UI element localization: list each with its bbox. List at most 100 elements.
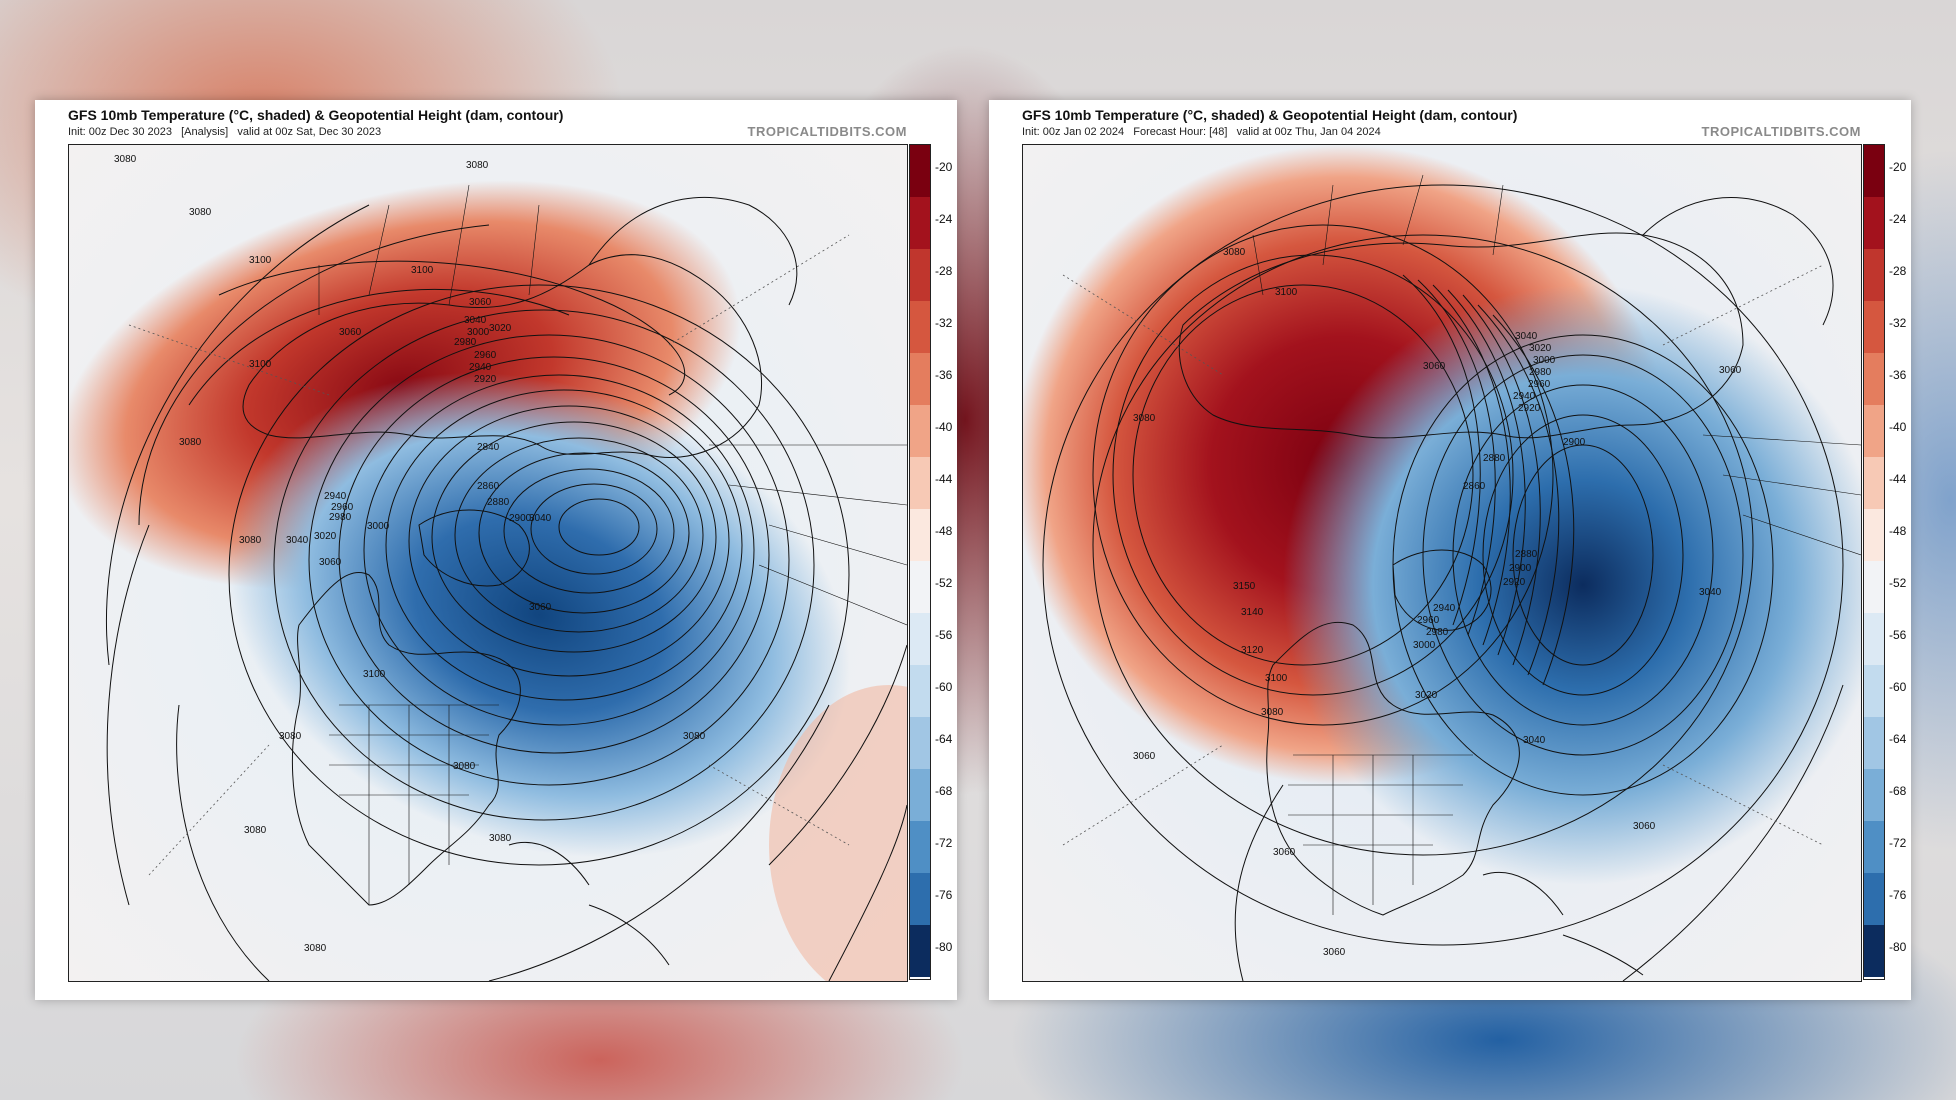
contour-label: 3000 — [1413, 640, 1436, 651]
contour-label: 2900 — [509, 513, 532, 524]
colorbar-tick: -20 — [935, 160, 953, 174]
temperature-height-map: 3080 3080 3080 3100 3100 3100 3060 3060 … — [68, 144, 908, 982]
warm-patch-east — [769, 685, 907, 981]
map-svg: 3080 3100 3080 3060 3040 3020 3000 2980 … — [1023, 145, 1861, 981]
contour-label: 2960 — [474, 350, 497, 361]
contour-label: 3080 — [1223, 247, 1246, 258]
north-america-coast — [291, 571, 521, 906]
contour-label: 3040 — [529, 513, 552, 524]
contour-label: 2940 — [1513, 391, 1536, 402]
contour-label: 3080 — [304, 943, 327, 954]
contour-label: 2880 — [1515, 549, 1538, 560]
contour-label: 3080 — [466, 160, 489, 171]
colorbar-tick: -48 — [1889, 524, 1907, 538]
temperature-colorbar — [909, 144, 931, 980]
map-svg: 3080 3080 3080 3100 3100 3100 3060 3060 … — [69, 145, 907, 981]
contour-label: 3080 — [244, 825, 267, 836]
contour-label: 3100 — [249, 359, 272, 370]
source-credit: TROPICALTIDBITS.COM — [1701, 124, 1861, 139]
panel-subtitle: Init: 00z Jan 02 2024 Forecast Hour: [48… — [1022, 126, 1381, 138]
geopotential-contours — [1042, 184, 1844, 981]
colorbar-tick: -68 — [1889, 784, 1907, 798]
us-state-lines — [1288, 754, 1473, 915]
colorbar-tick: -80 — [935, 940, 953, 954]
colorbar-tick: -36 — [935, 368, 953, 382]
contour-labels: 3080 3080 3080 3100 3100 3100 3060 3060 … — [114, 154, 706, 954]
europe-coast — [1642, 197, 1834, 326]
contour-label: 3080 — [114, 154, 137, 165]
colorbar-tick: -76 — [1889, 888, 1907, 902]
colorbar-tick: -24 — [935, 212, 953, 226]
contour-label: 3100 — [1265, 673, 1288, 684]
contour-label: 3100 — [249, 255, 272, 266]
contour-label: 2880 — [1483, 453, 1506, 464]
contour-label: 2960 — [331, 502, 354, 513]
contour-label: 3040 — [1515, 331, 1538, 342]
contour-label: 3020 — [489, 323, 512, 334]
contour-label: 2980 — [329, 512, 352, 523]
colorbar-tick: -60 — [935, 680, 953, 694]
contour-label: 3060 — [319, 557, 342, 568]
europe-coast — [588, 197, 798, 306]
colorbar-tick: -44 — [935, 472, 953, 486]
colorbar-tick: -32 — [935, 316, 953, 330]
contour-label: 3060 — [1719, 365, 1742, 376]
latitude-lines — [1062, 264, 1824, 846]
caribbean — [1482, 871, 1644, 976]
colorbar-tick: -60 — [1889, 680, 1907, 694]
contour-label: 3040 — [1699, 587, 1722, 598]
africa-borders — [709, 444, 907, 626]
colorbar-tick: -44 — [1889, 472, 1907, 486]
caribbean — [508, 841, 670, 966]
contour-label: 3150 — [1233, 581, 1256, 592]
contour-label: 3020 — [1415, 690, 1438, 701]
contour-label: 3060 — [469, 297, 492, 308]
colorbar-tick: -52 — [935, 576, 953, 590]
coastlines — [1178, 174, 1861, 976]
colorbar-tick: -52 — [1889, 576, 1907, 590]
contour-label: 3080 — [489, 833, 512, 844]
colorbar-tick: -20 — [1889, 160, 1907, 174]
contour-label: 2940 — [469, 362, 492, 373]
contour-label: 2940 — [324, 491, 347, 502]
colorbar-tick: -64 — [1889, 732, 1907, 746]
source-credit: TROPICALTIDBITS.COM — [747, 124, 907, 139]
contour-label: 2860 — [1463, 481, 1486, 492]
contour-label: 3080 — [1261, 707, 1284, 718]
africa-borders — [1702, 434, 1861, 556]
greenland-region — [1392, 549, 1492, 631]
greenland-region — [418, 509, 530, 587]
temperature-height-map: 3080 3100 3080 3060 3040 3020 3000 2980 … — [1022, 144, 1862, 982]
contour-label: 3000 — [1533, 355, 1556, 366]
contour-label: 3040 — [286, 535, 309, 546]
contour-label: 3080 — [683, 731, 706, 742]
forecast-panel-analysis: GFS 10mb Temperature (°C, shaded) & Geop… — [35, 100, 957, 1000]
us-state-lines — [329, 704, 499, 905]
asia-borders — [1252, 174, 1504, 296]
contour-label: 2920 — [1518, 403, 1541, 414]
contour-label: 3060 — [1133, 751, 1156, 762]
contour-label: 2940 — [1433, 603, 1456, 614]
contour-label: 3080 — [179, 437, 202, 448]
contour-label: 3040 — [1523, 735, 1546, 746]
panel-title: GFS 10mb Temperature (°C, shaded) & Geop… — [1022, 107, 1518, 123]
contour-label: 3040 — [464, 315, 487, 326]
colorbar-tick: -36 — [1889, 368, 1907, 382]
contour-label: 3020 — [314, 531, 337, 542]
colorbar-tick: -40 — [1889, 420, 1907, 434]
contour-label: 3060 — [1423, 361, 1446, 372]
colorbar-tick: -28 — [1889, 264, 1907, 278]
contour-label: 3060 — [1273, 847, 1296, 858]
geopotential-contours — [105, 204, 907, 981]
contour-label: 3080 — [1133, 413, 1156, 424]
colorbar-tick: -76 — [935, 888, 953, 902]
contour-label: 3000 — [467, 327, 490, 338]
contour-label: 3060 — [1323, 947, 1346, 958]
coastlines — [242, 184, 907, 966]
contour-label: 2840 — [477, 442, 500, 453]
contour-label: 2880 — [487, 497, 510, 508]
temperature-colorbar — [1863, 144, 1885, 980]
colorbar-tick: -56 — [1889, 628, 1907, 642]
contour-label: 3020 — [1529, 343, 1552, 354]
contour-label: 2900 — [1563, 437, 1586, 448]
